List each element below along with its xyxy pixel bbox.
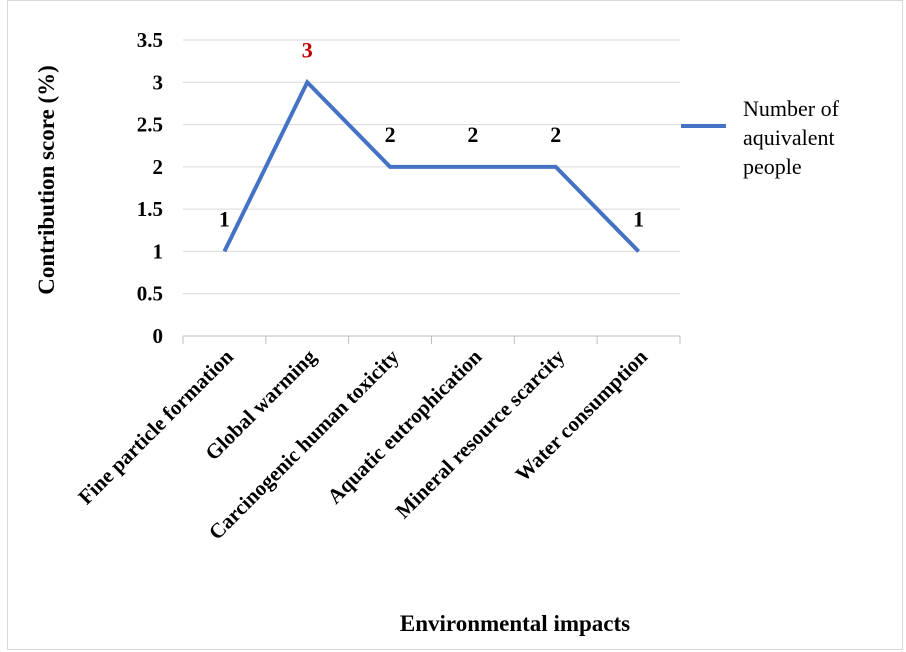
data-label: 2 xyxy=(550,122,561,147)
y-tick-label: 0.5 xyxy=(137,282,163,306)
legend-label: Number of xyxy=(743,96,840,121)
legend: Number of aquivalent people xyxy=(681,96,840,179)
y-tick-label: 1.5 xyxy=(137,197,163,221)
y-tick-label: 3.5 xyxy=(137,28,163,52)
y-tick-label: 0 xyxy=(153,324,164,348)
x-axis-title: Environmental impacts xyxy=(400,611,630,636)
data-label: 2 xyxy=(385,122,396,147)
data-label: 2 xyxy=(467,122,478,147)
y-tick-label: 2.5 xyxy=(137,113,163,137)
y-axis-ticks: 0 0.5 1 1.5 2 2.5 3 3.5 xyxy=(137,28,163,348)
x-tick-label: Aquatic eutrophication xyxy=(322,344,486,508)
data-labels: 1 3 2 2 2 1 xyxy=(219,37,644,231)
x-tick-label: Fine particle formation xyxy=(73,344,238,509)
series-lines xyxy=(222,78,641,253)
y-tick-label: 3 xyxy=(153,70,164,94)
data-label: 1 xyxy=(219,206,230,231)
gridlines xyxy=(183,39,680,295)
data-label: 1 xyxy=(633,206,644,231)
legend-label: aquivalent xyxy=(743,125,835,150)
x-tick-label: Mineral resource scarcity xyxy=(391,344,570,523)
y-tick-label: 2 xyxy=(153,155,164,179)
series-line xyxy=(222,78,641,253)
chart-frame xyxy=(7,0,903,650)
y-axis-title: Contribution score (%) xyxy=(34,65,59,295)
data-label: 3 xyxy=(302,37,313,62)
y-tick-label: 1 xyxy=(153,239,164,263)
x-axis xyxy=(182,335,681,344)
legend-label: people xyxy=(743,154,802,179)
